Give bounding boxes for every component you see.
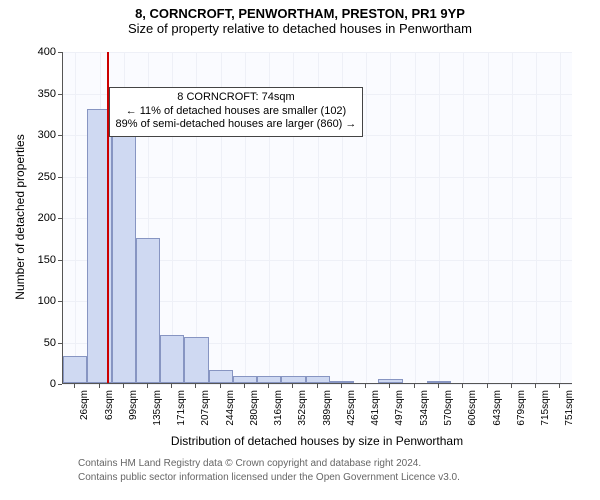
x-tick-label: 751sqm xyxy=(564,390,575,430)
histogram-bar xyxy=(209,370,233,383)
x-tick xyxy=(99,384,100,388)
x-tick-label: 461sqm xyxy=(370,390,381,430)
gridline-v xyxy=(488,52,489,383)
histogram-bar xyxy=(378,379,403,383)
histogram-bar xyxy=(112,109,136,383)
x-tick xyxy=(559,384,560,388)
y-tick-label: 300 xyxy=(26,129,56,141)
x-tick xyxy=(462,384,463,388)
gridline-v xyxy=(439,52,440,383)
x-tick-label: 99sqm xyxy=(128,390,139,430)
x-tick xyxy=(171,384,172,388)
gridline-v xyxy=(536,52,537,383)
x-tick xyxy=(220,384,221,388)
x-tick-label: 425sqm xyxy=(346,390,357,430)
chart-container: { "title": { "line1": "8, CORNCROFT, PEN… xyxy=(0,0,600,500)
chart-title-block: 8, CORNCROFT, PENWORTHAM, PRESTON, PR1 9… xyxy=(0,6,600,36)
x-tick xyxy=(317,384,318,388)
x-tick xyxy=(341,384,342,388)
chart-title-address: 8, CORNCROFT, PENWORTHAM, PRESTON, PR1 9… xyxy=(0,6,600,21)
x-tick xyxy=(535,384,536,388)
y-tick-label: 150 xyxy=(26,254,56,266)
histogram-bar xyxy=(257,376,281,383)
x-tick xyxy=(195,384,196,388)
histogram-bar xyxy=(281,376,306,383)
x-tick-label: 643sqm xyxy=(492,390,503,430)
y-tick-label: 350 xyxy=(26,88,56,100)
x-tick-label: 207sqm xyxy=(200,390,211,430)
y-tick-label: 400 xyxy=(26,46,56,58)
y-tick xyxy=(58,52,62,53)
x-tick xyxy=(268,384,269,388)
x-tick xyxy=(365,384,366,388)
x-tick-label: 497sqm xyxy=(394,390,405,430)
y-tick-label: 0 xyxy=(26,378,56,390)
y-tick xyxy=(58,301,62,302)
x-tick-label: 26sqm xyxy=(79,390,90,430)
gridline-v xyxy=(415,52,416,383)
histogram-bar xyxy=(160,335,184,383)
y-tick xyxy=(58,260,62,261)
footnote-line2: Contains public sector information licen… xyxy=(78,472,460,483)
x-tick-label: 171sqm xyxy=(176,390,187,430)
gridline-v xyxy=(390,52,391,383)
x-tick-label: 135sqm xyxy=(152,390,163,430)
x-tick-label: 534sqm xyxy=(419,390,430,430)
x-tick xyxy=(74,384,75,388)
histogram-bar xyxy=(330,381,354,383)
x-tick-label: 570sqm xyxy=(443,390,454,430)
x-tick xyxy=(147,384,148,388)
histogram-bar xyxy=(136,238,160,383)
x-tick-label: 679sqm xyxy=(516,390,527,430)
histogram-bar xyxy=(306,376,330,383)
y-tick xyxy=(58,135,62,136)
gridline-v xyxy=(512,52,513,383)
x-tick-label: 352sqm xyxy=(297,390,308,430)
y-tick xyxy=(58,343,62,344)
y-tick xyxy=(58,177,62,178)
histogram-bar xyxy=(184,337,209,383)
x-tick xyxy=(511,384,512,388)
y-tick-label: 250 xyxy=(26,171,56,183)
annotation-box: 8 CORNCROFT: 74sqm← 11% of detached hous… xyxy=(109,87,364,137)
gridline-v xyxy=(463,52,464,383)
x-tick-label: 316sqm xyxy=(273,390,284,430)
x-tick xyxy=(438,384,439,388)
annotation-line: ← 11% of detached houses are smaller (10… xyxy=(116,105,357,119)
plot-area: 8 CORNCROFT: 74sqm← 11% of detached hous… xyxy=(62,52,572,384)
x-tick xyxy=(414,384,415,388)
chart-subtitle: Size of property relative to detached ho… xyxy=(0,21,600,36)
y-tick xyxy=(58,94,62,95)
x-tick xyxy=(487,384,488,388)
histogram-bar xyxy=(63,356,87,383)
gridline-v xyxy=(366,52,367,383)
x-tick-label: 715sqm xyxy=(540,390,551,430)
x-tick xyxy=(123,384,124,388)
x-tick-label: 63sqm xyxy=(104,390,115,430)
x-tick-label: 280sqm xyxy=(249,390,260,430)
gridline-v xyxy=(560,52,561,383)
x-tick xyxy=(389,384,390,388)
y-axis-label: Number of detached properties xyxy=(13,51,27,383)
x-tick xyxy=(292,384,293,388)
y-tick-label: 100 xyxy=(26,295,56,307)
histogram-bar xyxy=(427,381,451,383)
x-tick-label: 389sqm xyxy=(322,390,333,430)
gridline-v xyxy=(75,52,76,383)
x-tick-label: 244sqm xyxy=(225,390,236,430)
y-tick-label: 50 xyxy=(26,337,56,349)
x-tick-label: 606sqm xyxy=(467,390,478,430)
y-tick xyxy=(58,218,62,219)
histogram-bar xyxy=(233,376,257,383)
footnote-line1: Contains HM Land Registry data © Crown c… xyxy=(78,458,421,469)
x-tick xyxy=(244,384,245,388)
x-axis-label: Distribution of detached houses by size … xyxy=(62,434,572,448)
y-tick-label: 200 xyxy=(26,212,56,224)
annotation-line: 89% of semi-detached houses are larger (… xyxy=(116,118,357,132)
y-tick xyxy=(58,384,62,385)
annotation-line: 8 CORNCROFT: 74sqm xyxy=(116,91,357,105)
